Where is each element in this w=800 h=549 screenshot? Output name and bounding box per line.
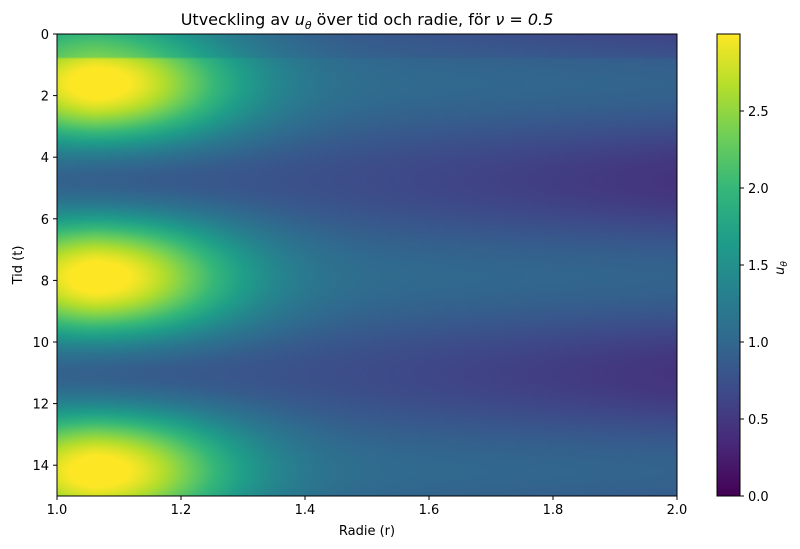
y-axis: 0 2 4 6 8 10 12 14 [32,28,57,474]
x-tick-label-1-0: 1.0 [47,503,68,518]
y-tick-label-2: 2 [41,90,49,105]
y-tick-label-4: 4 [41,151,49,166]
colorbar-ticks: 0.0 0.5 1.0 1.5 2.0 2.5 [740,105,769,505]
plot-frame [56,33,678,497]
y-tick-label-0: 0 [41,28,49,43]
colorbar-tick-label-1-0: 1.0 [748,336,769,351]
colorbar-tick-label-2-0: 2.0 [748,182,769,197]
x-tick-label-1-8: 1.8 [543,503,564,518]
x-tick-label-1-2: 1.2 [171,503,192,518]
y-tick-label-8: 8 [41,274,49,289]
colorbar-gradient [717,34,740,496]
heatmap-image [57,34,677,496]
plot-area [56,33,678,497]
y-axis-label: Tid (t) [11,246,26,286]
chart-title: Utveckling av uθ över tid och radie, för… [181,10,554,32]
colorbar-tick-label-1-5: 1.5 [748,259,769,274]
colorbar-tick-label-0-5: 0.5 [748,413,769,428]
y-tick-label-6: 6 [41,213,49,228]
colorbar-tick-label-2-5: 2.5 [748,105,769,120]
colorbar-tick-label-0-0: 0.0 [748,490,769,505]
y-tick-label-12: 12 [32,398,49,413]
x-tick-label-1-4: 1.4 [295,503,316,518]
colorbar-label: uθ [773,261,790,275]
x-tick-label-1-6: 1.6 [419,503,440,518]
colorbar: 0.0 0.5 1.0 1.5 2.0 2.5 uθ [716,33,790,505]
x-axis: 1.0 1.2 1.4 1.6 1.8 2.0 [47,496,688,518]
x-axis-label: Radie (r) [339,524,395,539]
y-tick-label-14: 14 [32,459,49,474]
x-tick-label-2-0: 2.0 [667,503,688,518]
y-tick-label-10: 10 [32,336,49,351]
